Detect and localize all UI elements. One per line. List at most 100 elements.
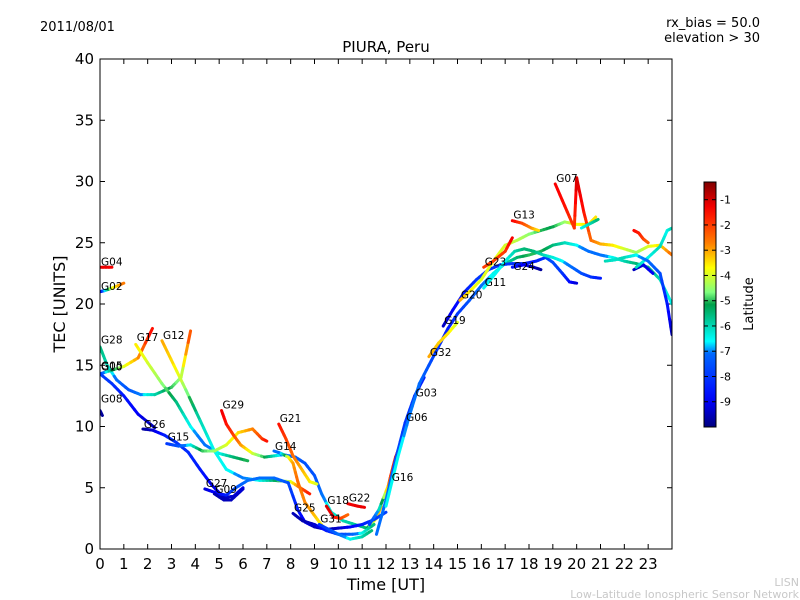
plot-frame: [99, 58, 673, 550]
series-g07: [553, 176, 672, 257]
colorbar-tick-label: -4: [720, 269, 731, 282]
chart-title: PIURA, Peru: [342, 38, 429, 56]
footer-network: Low-Latitude Ionospheric Sensor Network: [570, 588, 799, 600]
x-tick-label: 17: [496, 555, 515, 573]
series-g27b: [603, 253, 672, 337]
colorbar-label: Latitude: [742, 277, 757, 331]
series-segment: [119, 281, 126, 286]
series-g24: [510, 263, 543, 272]
series-g11: [482, 247, 602, 290]
series-g27: [203, 476, 388, 531]
series-segment: [389, 468, 395, 482]
satellite-label-g22: G22: [349, 493, 371, 505]
y-tick-label: 20: [75, 295, 94, 313]
x-tick-label: 11: [353, 555, 372, 573]
satellite-label-g29: G29: [223, 400, 245, 412]
satellite-label-g15: G15: [168, 431, 190, 443]
x-tick-label: 23: [639, 555, 658, 573]
satellite-label-g28: G28: [101, 335, 123, 347]
series-segment: [398, 430, 405, 443]
colorbar-tick-label: -3: [720, 244, 731, 257]
series-segment: [391, 458, 398, 472]
satellite-label-g13: G13: [513, 210, 535, 222]
series-g13: [510, 219, 541, 232]
series-segment: [238, 487, 245, 494]
satellite-label-g27: G27: [206, 478, 228, 490]
series-segment: [535, 228, 541, 232]
series-g26b: [632, 263, 655, 275]
colorbar-tick-label: -6: [720, 320, 731, 333]
colorbar-tick-label: -1: [720, 194, 731, 207]
x-tick-label: 16: [472, 555, 491, 573]
axis-ticks: [99, 58, 672, 550]
y-tick-label: 35: [75, 111, 94, 129]
satellite-label-g26: G26: [144, 419, 166, 431]
satellite-label-g21: G21: [280, 413, 302, 425]
data-series-group: [100, 176, 672, 541]
series-segment: [573, 201, 577, 217]
series-segment: [393, 455, 400, 471]
satellite-label-g32: G32: [430, 347, 452, 359]
series-segment: [509, 236, 514, 243]
series-segment: [313, 481, 319, 486]
series-g18: [324, 504, 350, 520]
series-segment: [186, 329, 193, 345]
series-g23: [482, 236, 514, 269]
y-axis-label: TEC [UNITS]: [50, 256, 69, 354]
satellite-label-g03: G03: [416, 387, 438, 399]
series-segment: [453, 320, 459, 327]
satellite-label-g18: G18: [327, 495, 349, 507]
series-segment: [592, 215, 598, 221]
satellite-label-g12: G12: [163, 330, 185, 342]
satellite-label-g14: G14: [275, 441, 297, 453]
y-tick-label: 25: [75, 234, 94, 252]
colorbar-tick-label: -9: [720, 396, 731, 409]
series-segment: [645, 240, 650, 245]
satellite-label-g05: G05: [101, 360, 123, 372]
series-g01: [579, 217, 600, 230]
x-tick-label: 14: [424, 555, 443, 573]
satellite-label-g10: G10: [101, 362, 123, 374]
x-tick-label: 18: [519, 555, 538, 573]
x-tick-label: 22: [615, 555, 634, 573]
colorbar-tick-label: -7: [720, 345, 731, 358]
series-g32: [427, 320, 459, 359]
series-segment: [184, 341, 190, 356]
y-tick-label: 15: [75, 356, 94, 374]
x-tick-label: 9: [310, 555, 320, 573]
footer-lisn: LISN: [774, 576, 799, 589]
series-g19: [441, 255, 579, 328]
series-segment: [396, 439, 402, 452]
series-segment: [344, 513, 350, 518]
series-segment: [100, 412, 104, 417]
x-tick-label: 0: [95, 555, 105, 573]
series-segment: [179, 364, 185, 379]
date-label: 2011/08/01: [40, 20, 115, 35]
series-segment: [394, 448, 400, 462]
series-segment: [384, 492, 391, 508]
satellite-label-g23: G23: [485, 256, 507, 268]
series-segment: [594, 217, 600, 222]
x-axis-label: Time [UT]: [346, 575, 425, 594]
satellite-label-g08: G08: [101, 393, 123, 405]
satellite-label-g17: G17: [137, 332, 159, 344]
x-tick-label: 13: [400, 555, 419, 573]
series-segment: [573, 188, 578, 205]
x-tick-label: 10: [329, 555, 348, 573]
satellite-label-g11: G11: [485, 277, 507, 289]
colorbar-tick-label: -8: [720, 370, 731, 383]
series-segment: [649, 269, 655, 275]
series-segment: [264, 439, 269, 443]
series-segment: [242, 458, 250, 463]
series-g15: [165, 427, 269, 453]
x-tick-label: 20: [567, 555, 586, 573]
satellite-label-g25: G25: [294, 502, 316, 514]
x-tick-label: 5: [214, 555, 224, 573]
series-segment: [387, 480, 394, 496]
series-g29b: [634, 226, 672, 269]
satellite-label-g02: G02: [101, 281, 123, 293]
series-segment: [181, 352, 188, 368]
y-tick-label: 0: [84, 540, 94, 558]
colorbar-tick-label: -5: [720, 295, 731, 308]
series-segment: [401, 421, 407, 434]
